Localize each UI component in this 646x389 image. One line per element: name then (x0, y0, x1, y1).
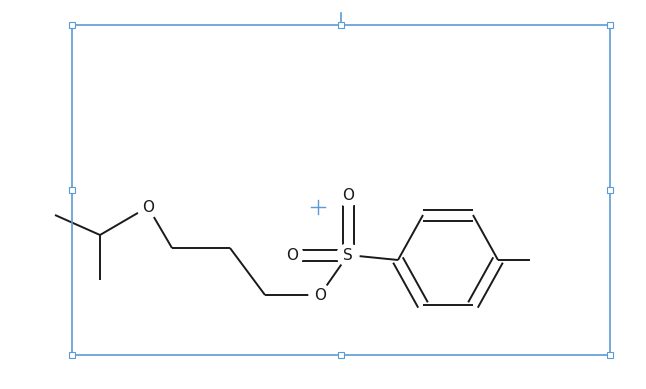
Bar (69, 352, 75, 358)
Text: O: O (142, 200, 154, 214)
Bar (338, 22, 344, 28)
Bar (69, 22, 75, 28)
Bar (72, 25, 610, 355)
Text: O: O (286, 247, 298, 263)
Text: O: O (314, 287, 326, 303)
Bar (607, 22, 613, 28)
Bar (607, 352, 613, 358)
Text: S: S (343, 247, 353, 263)
Text: O: O (342, 187, 354, 203)
Circle shape (137, 196, 159, 218)
Circle shape (337, 244, 359, 266)
Bar (69, 187, 75, 193)
Bar (607, 187, 613, 193)
Circle shape (281, 244, 303, 266)
Circle shape (337, 184, 359, 206)
Circle shape (309, 284, 331, 306)
Bar (338, 352, 344, 358)
